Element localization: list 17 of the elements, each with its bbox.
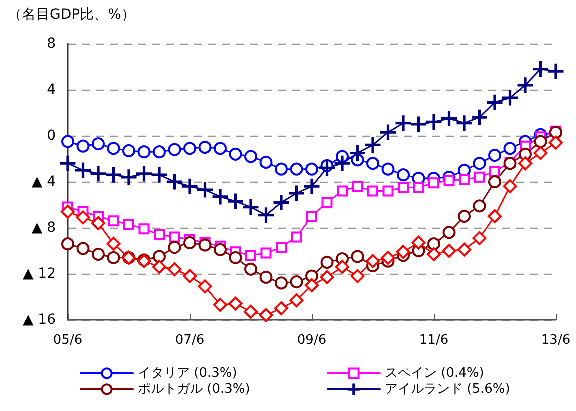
x-tick-label: 09/6 <box>297 333 327 348</box>
x-tick-label: 11/6 <box>419 333 449 348</box>
x-tick-label: 07/6 <box>175 333 205 348</box>
legend-label: スペイン (0.4%) <box>385 366 484 381</box>
y-tick-label: ▲ 16 <box>22 312 56 328</box>
y-axis-title: （名目GDP比、%） <box>8 7 136 23</box>
y-tick-label: ▲ 4 <box>32 174 56 190</box>
y-tick-label: 0 <box>47 128 56 144</box>
y-tick-label: 8 <box>47 36 56 52</box>
legend-label: アイルランド (5.6%) <box>385 382 510 397</box>
y-tick-label: ▲ 8 <box>32 220 56 236</box>
legend-label: ポルトガル (0.3%) <box>138 382 250 397</box>
y-tick-label: ▲ 12 <box>22 266 56 282</box>
x-tick-label: 05/6 <box>53 333 83 348</box>
y-tick-label: 4 <box>47 82 56 98</box>
legend-label: イタリア (0.3%) <box>138 366 238 381</box>
x-tick-label: 13/6 <box>541 333 571 348</box>
